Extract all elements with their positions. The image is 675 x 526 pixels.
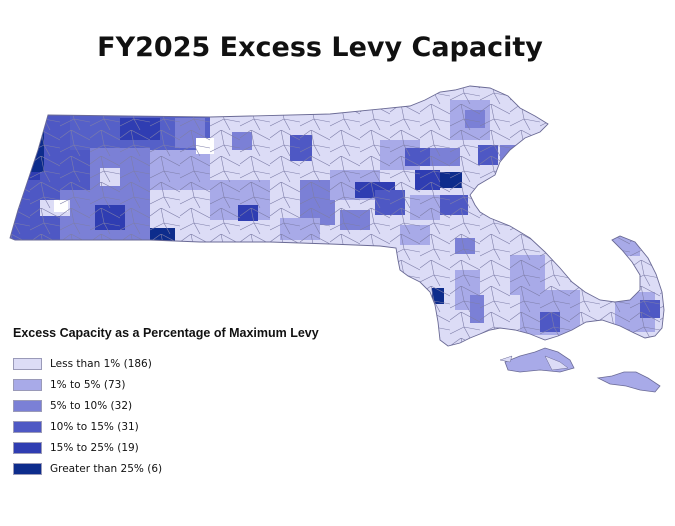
legend-item: Greater than 25% (6) bbox=[13, 459, 373, 479]
legend-label: 10% to 15% (31) bbox=[50, 421, 139, 433]
towns-layer bbox=[10, 86, 664, 346]
legend-item: 10% to 15% (31) bbox=[13, 417, 373, 437]
legend-item: 15% to 25% (19) bbox=[13, 438, 373, 458]
legend-swatch bbox=[13, 400, 42, 412]
legend-item: 1% to 5% (73) bbox=[13, 375, 373, 395]
legend-label: 1% to 5% (73) bbox=[50, 379, 126, 391]
legend-items: Less than 1% (186) 1% to 5% (73) 5% to 10%… bbox=[13, 354, 373, 479]
legend: Excess Capacity as a Percentage of Maxim… bbox=[13, 326, 373, 480]
map-title: FY2025 Excess Levy Capacity bbox=[97, 32, 543, 63]
legend-title: Excess Capacity as a Percentage of Maxim… bbox=[13, 326, 319, 340]
state-outline bbox=[9, 85, 665, 347]
nantucket bbox=[596, 371, 661, 393]
legend-swatch bbox=[13, 379, 42, 391]
legend-swatch bbox=[13, 358, 42, 370]
legend-swatch bbox=[13, 421, 42, 433]
legend-label: 5% to 10% (32) bbox=[50, 400, 133, 412]
legend-item: Less than 1% (186) bbox=[13, 354, 373, 374]
legend-swatch bbox=[13, 463, 42, 475]
legend-label: Greater than 25% (6) bbox=[50, 463, 163, 475]
legend-label: Less than 1% (186) bbox=[50, 358, 152, 370]
legend-swatch bbox=[13, 442, 42, 454]
legend-item: 5% to 10% (32) bbox=[13, 396, 373, 416]
legend-label: 15% to 25% (19) bbox=[50, 442, 139, 454]
